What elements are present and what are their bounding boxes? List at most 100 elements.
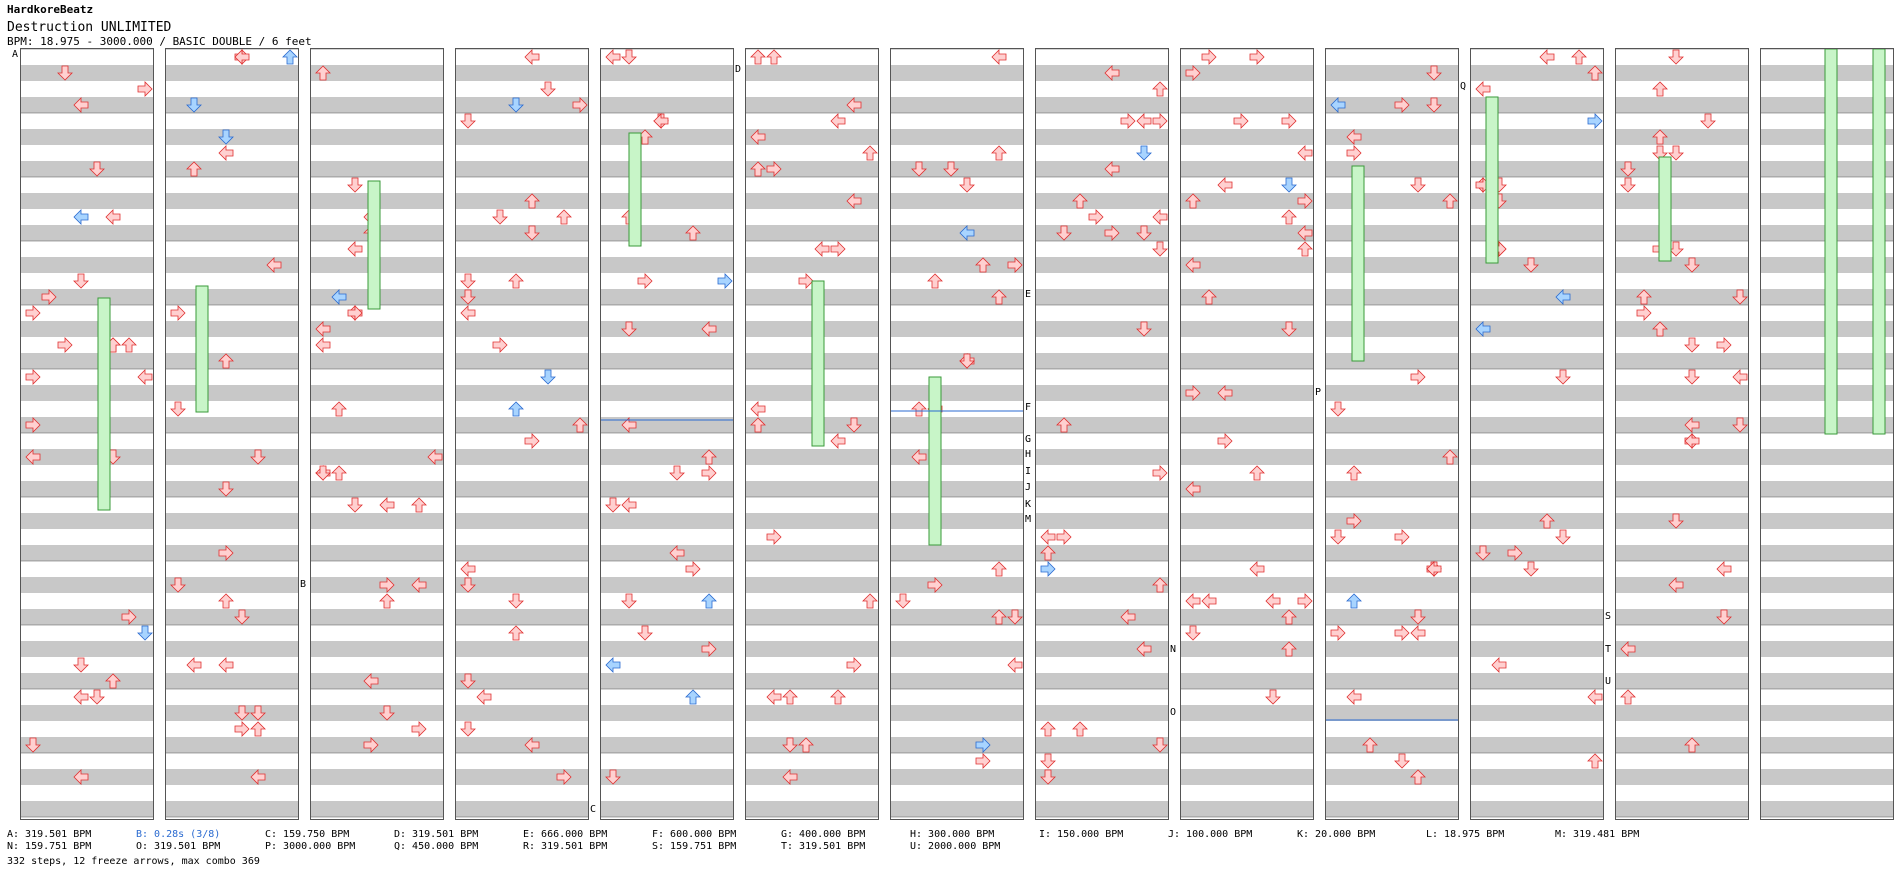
step-arrow <box>1555 529 1571 545</box>
beat-stripe <box>1326 737 1458 753</box>
step-arrow <box>347 177 363 193</box>
beat-stripe <box>311 449 443 465</box>
beat-stripe <box>1471 129 1603 145</box>
beat-stripe <box>601 257 733 273</box>
step-arrow <box>621 321 637 337</box>
step-arrow <box>1394 97 1410 113</box>
beat-stripe <box>1036 801 1168 817</box>
step-arrow <box>782 689 798 705</box>
step-arrow <box>1120 113 1136 129</box>
step-arrow <box>186 161 202 177</box>
beat-stripe <box>21 385 153 401</box>
step-arrow <box>1072 721 1088 737</box>
beat-stripe <box>21 449 153 465</box>
beat-stripe <box>746 193 878 209</box>
step-arrow <box>73 769 89 785</box>
step-arrow <box>701 593 717 609</box>
beat-stripe <box>311 65 443 81</box>
step-arrow <box>1346 513 1362 529</box>
step-arrow <box>1426 65 1442 81</box>
beat-stripe <box>746 161 878 177</box>
beat-stripe <box>1036 161 1168 177</box>
step-arrow <box>669 545 685 561</box>
step-arrow <box>250 705 266 721</box>
step-arrow <box>1716 337 1732 353</box>
step-arrow <box>1185 481 1201 497</box>
step-arrow <box>701 449 717 465</box>
beat-stripe <box>1471 321 1603 337</box>
step-arrow <box>170 401 186 417</box>
step-arrow <box>701 641 717 657</box>
beat-stripe <box>1181 353 1313 369</box>
freeze-arrow <box>1351 165 1365 362</box>
step-arrow <box>218 129 234 145</box>
step-arrow <box>1491 657 1507 673</box>
beat-stripe <box>891 129 1023 145</box>
beat-stripe <box>1471 609 1603 625</box>
beat-stripe <box>456 225 588 241</box>
beat-stripe <box>1326 321 1458 337</box>
step-arrow <box>1555 369 1571 385</box>
beat-stripe <box>1036 705 1168 721</box>
step-arrow <box>1136 225 1152 241</box>
step-arrow <box>669 465 685 481</box>
step-arrow <box>830 113 846 129</box>
beat-stripe <box>311 385 443 401</box>
step-arrow <box>460 577 476 593</box>
beat-stripe <box>601 577 733 593</box>
section-marker: C <box>590 804 597 815</box>
step-arrow <box>911 449 927 465</box>
beat-stripe <box>166 449 298 465</box>
step-arrow <box>121 609 137 625</box>
beat-stripe <box>746 577 878 593</box>
step-arrow <box>1507 545 1523 561</box>
beat-stripe <box>746 449 878 465</box>
beat-stripe <box>746 225 878 241</box>
beat-stripe <box>21 225 153 241</box>
step-arrow <box>1136 113 1152 129</box>
step-arrow <box>137 369 153 385</box>
beat-stripe <box>1181 545 1313 561</box>
step-arrow <box>798 273 814 289</box>
beat-stripe <box>21 129 153 145</box>
beat-stripe <box>1616 225 1748 241</box>
freeze-arrow <box>1824 49 1838 435</box>
beat-stripe <box>891 609 1023 625</box>
beat-stripe <box>21 193 153 209</box>
beat-stripe <box>1036 641 1168 657</box>
step-arrow <box>975 753 991 769</box>
beat-stripe <box>601 65 733 81</box>
legend-entry: K: 20.000 BPM <box>1297 829 1376 840</box>
column-svg <box>456 49 588 818</box>
step-arrow <box>766 161 782 177</box>
step-arrow <box>186 657 202 673</box>
step-arrow <box>1040 545 1056 561</box>
column-svg <box>746 49 878 818</box>
beat-stripe <box>746 545 878 561</box>
beat-stripe <box>456 769 588 785</box>
step-arrow <box>1185 65 1201 81</box>
beat-stripe <box>166 97 298 113</box>
beat-stripe <box>891 193 1023 209</box>
legend-entry: N: 159.751 BPM <box>7 841 92 852</box>
beat-stripe <box>1181 161 1313 177</box>
step-arrow <box>814 241 830 257</box>
step-arrow <box>1152 577 1168 593</box>
step-arrow <box>1346 593 1362 609</box>
beat-stripe <box>1616 481 1748 497</box>
beat-stripe <box>1326 193 1458 209</box>
beat-stripe <box>311 129 443 145</box>
beat-stripe <box>891 289 1023 305</box>
step-arrow <box>1700 113 1716 129</box>
step-arrow <box>1152 241 1168 257</box>
step-arrow <box>766 689 782 705</box>
beat-stripe <box>1471 225 1603 241</box>
beat-stripe <box>1616 417 1748 433</box>
step-arrow <box>1007 257 1023 273</box>
step-arrow <box>798 737 814 753</box>
beat-stripe <box>21 577 153 593</box>
section-marker: S <box>1605 611 1612 622</box>
beat-stripe <box>1036 193 1168 209</box>
beat-stripe <box>1036 321 1168 337</box>
step-arrow <box>1104 225 1120 241</box>
